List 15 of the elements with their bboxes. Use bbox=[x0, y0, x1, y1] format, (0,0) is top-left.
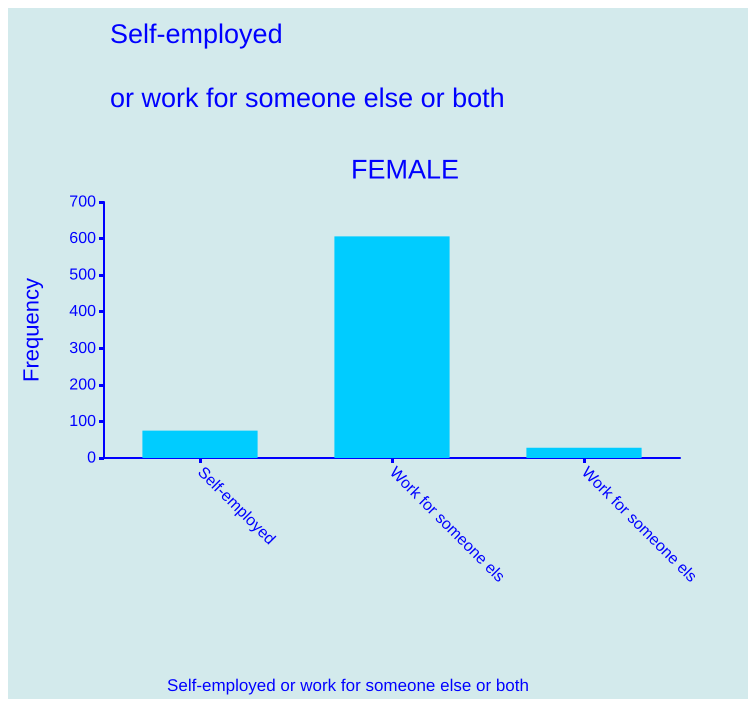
bar bbox=[334, 236, 450, 458]
chart-title: Self-employed or work for someone else or both bbox=[110, 19, 505, 113]
y-tick-label: 600 bbox=[69, 230, 96, 248]
y-tick-label: 400 bbox=[69, 303, 96, 320]
bar bbox=[526, 448, 642, 458]
chart-subtitle: FEMALE bbox=[350, 154, 460, 184]
y-tick-label: 0 bbox=[87, 450, 96, 466]
y-axis-title: Frequency bbox=[18, 278, 44, 382]
y-tick-label: 500 bbox=[69, 266, 96, 284]
y-tick-label: 300 bbox=[69, 340, 96, 357]
y-tick-label: 200 bbox=[69, 376, 96, 394]
y-tick-label: 100 bbox=[69, 412, 96, 430]
bar bbox=[142, 430, 258, 458]
text: Self-employed or work for someone else or both bbox=[167, 676, 529, 695]
y-tick-label: 700 bbox=[69, 194, 96, 210]
